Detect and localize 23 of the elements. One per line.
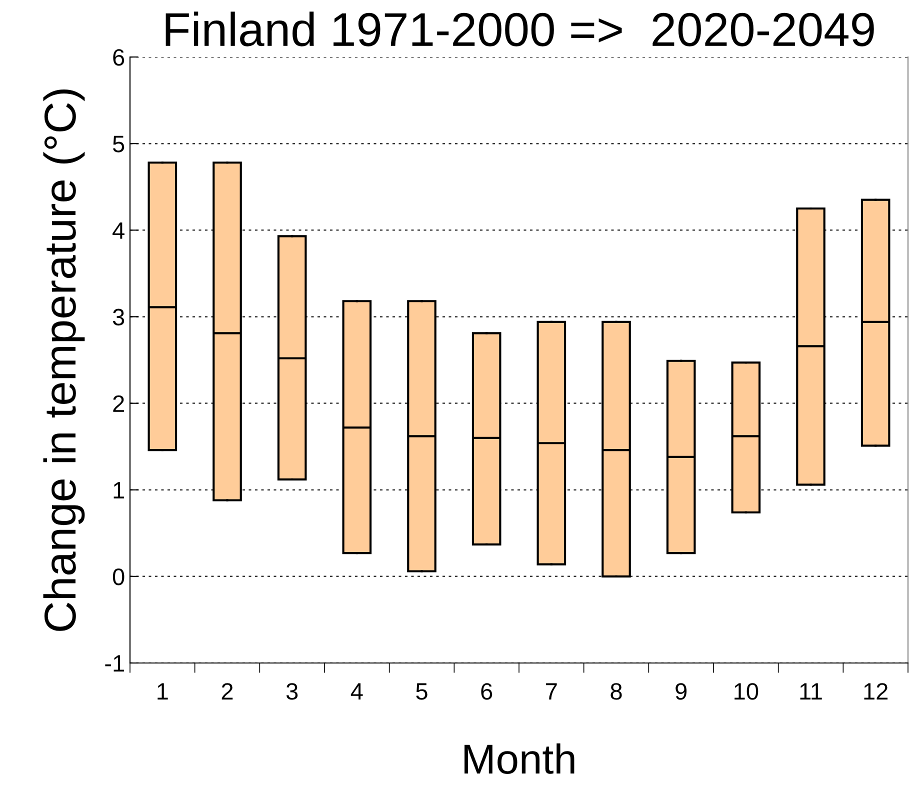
- x-axis-title: Month: [464, 743, 574, 774]
- y-tick-label: 4: [112, 222, 124, 239]
- x-tick-label: 1: [158, 683, 168, 700]
- x-tick-label: 6: [481, 683, 492, 700]
- x-tick-label: 5: [416, 683, 428, 700]
- x-tick-label: 11: [800, 683, 822, 700]
- x-tick-label: 2: [222, 683, 233, 700]
- x-tick-label: 7: [546, 683, 557, 700]
- x-tick-label: 8: [610, 683, 622, 700]
- x-tick-label: 12: [864, 683, 888, 700]
- y-axis-title: Change in temperature (°C): [43, 90, 85, 631]
- y-tick-label: 2: [113, 395, 124, 412]
- y-tick-label: 0: [112, 568, 124, 586]
- x-tick-label: 4: [350, 683, 363, 700]
- x-tick-label: 3: [286, 683, 298, 700]
- y-tick-label: 5: [112, 136, 124, 152]
- x-tick-label: 9: [676, 683, 687, 700]
- chart-title: Finland 1971-2000 => 2020-2049: [166, 12, 874, 46]
- y-tick-label: 1: [114, 482, 124, 498]
- x-tick-label: 10: [734, 683, 758, 700]
- y-tick-label: 3: [112, 308, 124, 326]
- y-tick-label: 6: [113, 49, 124, 66]
- y-tick-label: -1: [105, 655, 124, 672]
